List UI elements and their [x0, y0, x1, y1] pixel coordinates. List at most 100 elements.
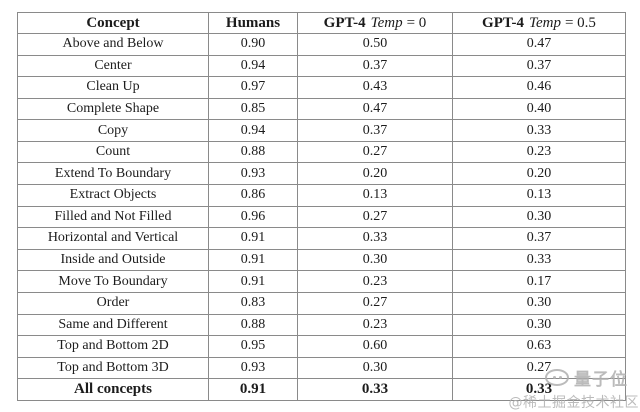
cell-gpt4-temp0: 0.23	[297, 313, 453, 337]
summary-gpt4-temp0: 0.33	[297, 378, 453, 401]
cell-humans: 0.91	[208, 270, 298, 293]
table-row: Same and Different 0.88 0.23 0.30	[17, 313, 626, 337]
header-humans: Humans	[208, 12, 298, 34]
cell-humans: 0.93	[208, 162, 298, 186]
header-row: Concept Humans GPT-4 Temp = 0 GPT-4 Temp = 0…	[17, 12, 626, 34]
cell-concept: Clean Up	[17, 76, 209, 99]
summary-row: All concepts 0.91 0.33 0.33	[17, 378, 626, 401]
cell-humans: 0.94	[208, 54, 298, 78]
cell-concept: Complete Shape	[17, 97, 209, 121]
cell-concept: Order	[17, 291, 209, 315]
table-row: Inside and Outside 0.91 0.30 0.33	[17, 248, 626, 272]
table-row: Copy 0.94 0.37 0.33	[17, 119, 626, 142]
cell-humans: 0.97	[208, 76, 298, 99]
cell-concept: Center	[17, 54, 209, 78]
results-table: Concept Humans GPT-4 Temp = 0 GPT-4 Temp = 0…	[17, 12, 626, 401]
cell-concept: Inside and Outside	[17, 248, 209, 272]
cell-humans: 0.86	[208, 184, 298, 207]
cell-gpt4-temp0: 0.60	[297, 335, 453, 358]
cell-gpt4-temp0: 0.20	[297, 162, 453, 186]
cell-gpt4-temp05: 0.30	[452, 205, 626, 229]
cell-gpt4-temp0: 0.27	[297, 140, 453, 164]
cell-gpt4-temp0: 0.27	[297, 205, 453, 229]
cell-concept: Count	[17, 140, 209, 164]
cell-gpt4-temp05: 0.33	[452, 119, 626, 142]
header-concept: Concept	[17, 12, 209, 34]
header-gpt4-temp05-model: GPT-4	[482, 14, 524, 31]
cell-gpt4-temp0: 0.43	[297, 76, 453, 99]
cell-concept: Top and Bottom 3D	[17, 356, 209, 380]
table-row: Filled and Not Filled 0.96 0.27 0.30	[17, 205, 626, 229]
table-row: Clean Up 0.97 0.43 0.46	[17, 76, 626, 99]
header-gpt4-temp0-eq: = 0	[406, 14, 427, 31]
cell-humans: 0.93	[208, 356, 298, 380]
cell-gpt4-temp05: 0.46	[452, 76, 626, 99]
cell-concept: Copy	[17, 119, 209, 142]
cell-gpt4-temp0: 0.23	[297, 270, 453, 293]
header-gpt4-temp0: GPT-4 Temp = 0	[297, 12, 453, 34]
cell-humans: 0.90	[208, 33, 298, 56]
table-body: Above and Below 0.90 0.50 0.47 Center 0.…	[17, 33, 626, 380]
cell-gpt4-temp05: 0.47	[452, 33, 626, 56]
cell-gpt4-temp0: 0.30	[297, 356, 453, 380]
cell-humans: 0.91	[208, 227, 298, 250]
cell-gpt4-temp0: 0.37	[297, 119, 453, 142]
header-gpt4-temp05: GPT-4 Temp = 0.5	[452, 12, 626, 34]
table-row: Center 0.94 0.37 0.37	[17, 54, 626, 78]
cell-gpt4-temp05: 0.33	[452, 248, 626, 272]
table-row: Extract Objects 0.86 0.13 0.13	[17, 184, 626, 207]
cell-concept: Top and Bottom 2D	[17, 335, 209, 358]
cell-gpt4-temp05: 0.20	[452, 162, 626, 186]
table-row: Extend To Boundary 0.93 0.20 0.20	[17, 162, 626, 186]
cell-concept: Extend To Boundary	[17, 162, 209, 186]
table-row: Top and Bottom 3D 0.93 0.30 0.27	[17, 356, 626, 380]
cell-concept: Same and Different	[17, 313, 209, 337]
header-gpt4-temp05-var: Temp	[529, 14, 561, 31]
cell-concept: Filled and Not Filled	[17, 205, 209, 229]
cell-concept: Extract Objects	[17, 184, 209, 207]
table-row: Count 0.88 0.27 0.23	[17, 140, 626, 164]
cell-gpt4-temp05: 0.37	[452, 54, 626, 78]
cell-gpt4-temp05: 0.37	[452, 227, 626, 250]
cell-gpt4-temp05: 0.30	[452, 291, 626, 315]
table-row: Top and Bottom 2D 0.95 0.60 0.63	[17, 335, 626, 358]
cell-gpt4-temp05: 0.40	[452, 97, 626, 121]
cell-gpt4-temp05: 0.17	[452, 270, 626, 293]
cell-gpt4-temp0: 0.30	[297, 248, 453, 272]
cell-gpt4-temp0: 0.27	[297, 291, 453, 315]
table-row: Move To Boundary 0.91 0.23 0.17	[17, 270, 626, 293]
table-row: Horizontal and Vertical 0.91 0.33 0.37	[17, 227, 626, 250]
table-row: Complete Shape 0.85 0.47 0.40	[17, 97, 626, 121]
cell-humans: 0.88	[208, 313, 298, 337]
cell-humans: 0.96	[208, 205, 298, 229]
cell-gpt4-temp05: 0.30	[452, 313, 626, 337]
table-row: Above and Below 0.90 0.50 0.47	[17, 33, 626, 56]
cell-gpt4-temp05: 0.13	[452, 184, 626, 207]
cell-gpt4-temp05: 0.27	[452, 356, 626, 380]
cell-humans: 0.88	[208, 140, 298, 164]
cell-gpt4-temp05: 0.23	[452, 140, 626, 164]
cell-gpt4-temp05: 0.63	[452, 335, 626, 358]
table-row: Order 0.83 0.27 0.30	[17, 291, 626, 315]
cell-concept: Horizontal and Vertical	[17, 227, 209, 250]
summary-gpt4-temp05: 0.33	[452, 378, 626, 401]
header-gpt4-temp05-eq: = 0.5	[564, 14, 596, 31]
cell-humans: 0.85	[208, 97, 298, 121]
header-gpt4-temp0-var: Temp	[370, 14, 403, 31]
summary-concept: All concepts	[17, 378, 209, 401]
cell-humans: 0.95	[208, 335, 298, 358]
table-footer: All concepts 0.91 0.33 0.33	[17, 378, 626, 401]
cell-gpt4-temp0: 0.50	[297, 33, 453, 56]
header-gpt4-temp0-model: GPT-4	[323, 14, 366, 31]
cell-humans: 0.94	[208, 119, 298, 142]
cell-gpt4-temp0: 0.37	[297, 54, 453, 78]
cell-concept: Above and Below	[17, 33, 209, 56]
cell-gpt4-temp0: 0.33	[297, 227, 453, 250]
cell-gpt4-temp0: 0.13	[297, 184, 453, 207]
cell-gpt4-temp0: 0.47	[297, 97, 453, 121]
summary-humans: 0.91	[208, 378, 298, 401]
cell-humans: 0.91	[208, 248, 298, 272]
results-table-container: Concept Humans GPT-4 Temp = 0 GPT-4 Temp = 0…	[17, 12, 626, 401]
cell-humans: 0.83	[208, 291, 298, 315]
